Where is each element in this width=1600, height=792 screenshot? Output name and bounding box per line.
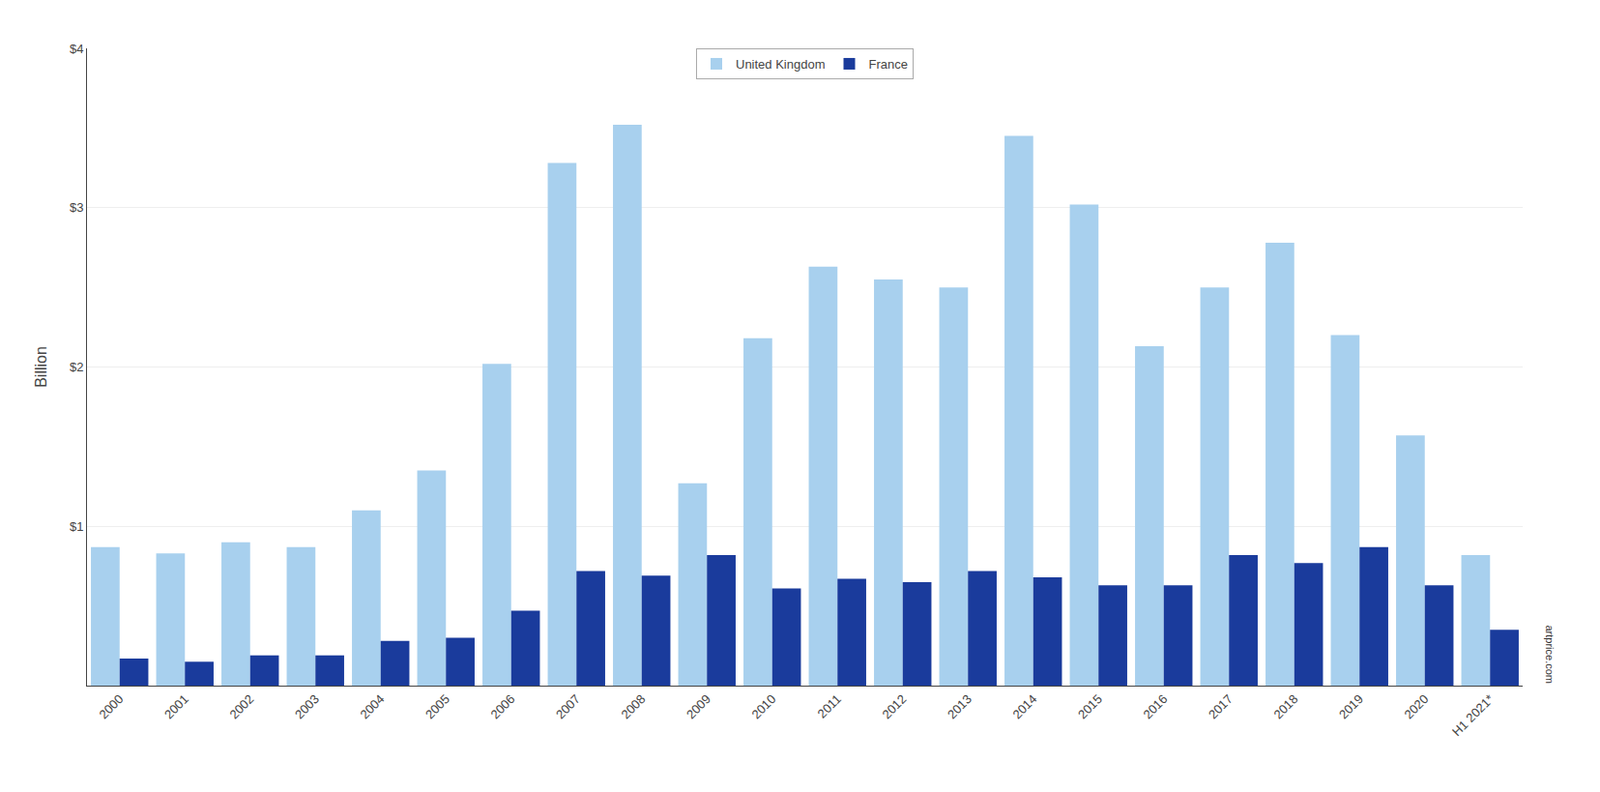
svg-text:2006: 2006	[487, 691, 518, 722]
svg-text:H1 2021*: H1 2021*	[1449, 691, 1497, 739]
svg-text:2016: 2016	[1139, 691, 1170, 722]
svg-text:$4: $4	[69, 41, 84, 57]
svg-text:2005: 2005	[422, 691, 453, 722]
svg-text:United Kingdom: United Kingdom	[735, 57, 826, 72]
svg-text:2020: 2020	[1400, 691, 1431, 722]
svg-text:$2: $2	[69, 359, 84, 375]
svg-text:2015: 2015	[1075, 691, 1106, 722]
svg-text:$3: $3	[69, 200, 84, 215]
svg-text:2007: 2007	[552, 691, 583, 722]
svg-text:2002: 2002	[226, 691, 257, 722]
svg-text:2003: 2003	[291, 691, 322, 722]
svg-text:$1: $1	[69, 519, 84, 534]
svg-text:2010: 2010	[748, 691, 779, 722]
svg-text:2000: 2000	[95, 691, 126, 722]
svg-text:France: France	[869, 57, 908, 72]
svg-text:2013: 2013	[944, 691, 975, 722]
svg-text:2018: 2018	[1270, 691, 1301, 722]
svg-text:2008: 2008	[617, 691, 648, 722]
svg-text:2014: 2014	[1009, 691, 1040, 722]
svg-text:2012: 2012	[878, 691, 909, 722]
svg-text:Billion: Billion	[32, 346, 50, 388]
svg-text:2009: 2009	[683, 691, 714, 722]
svg-text:artprice.com: artprice.com	[1543, 625, 1556, 685]
svg-text:2001: 2001	[161, 691, 192, 722]
svg-text:2004: 2004	[356, 691, 387, 722]
svg-text:2011: 2011	[814, 691, 844, 721]
svg-text:2017: 2017	[1205, 691, 1236, 722]
svg-text:2019: 2019	[1336, 691, 1367, 722]
